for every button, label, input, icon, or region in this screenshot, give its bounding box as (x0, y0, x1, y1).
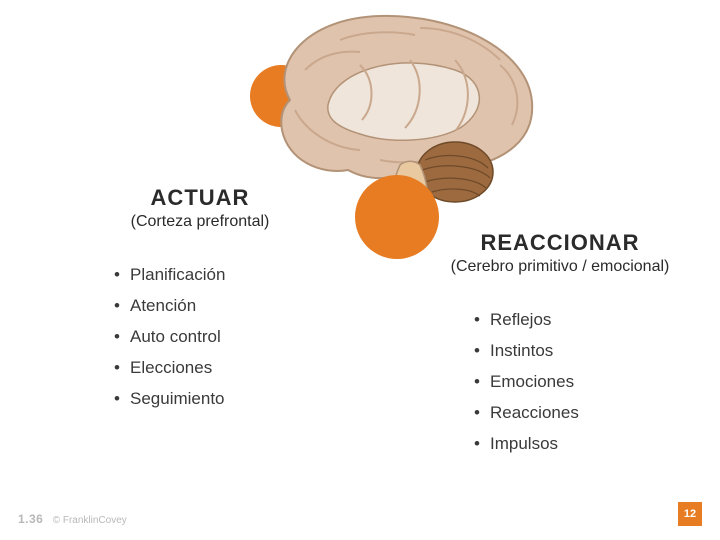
footer-left: 1.36 © FranklinCovey (18, 512, 127, 526)
column-reaccionar: REACCIONAR (Cerebro primitivo / emociona… (430, 230, 690, 459)
actuar-subtitle: (Corteza prefrontal) (70, 213, 330, 231)
list-item: Seguimiento (114, 383, 330, 414)
slide: ACTUAR (Corteza prefrontal) Planificació… (0, 0, 720, 540)
page-number-badge: 12 (678, 502, 702, 526)
list-item: Atención (114, 290, 330, 321)
list-item: Reacciones (474, 397, 690, 428)
reaccionar-title: REACCIONAR (430, 230, 690, 256)
list-item: Emociones (474, 366, 690, 397)
list-item: Reflejos (474, 304, 690, 335)
actuar-bullets: PlanificaciónAtenciónAuto controlEleccio… (70, 259, 330, 414)
marker-dot-primitive (355, 175, 439, 259)
list-item: Impulsos (474, 428, 690, 459)
actuar-title: ACTUAR (70, 185, 330, 211)
column-actuar: ACTUAR (Corteza prefrontal) Planificació… (70, 185, 330, 414)
page-number: 12 (684, 508, 696, 520)
list-item: Instintos (474, 335, 690, 366)
copyright: © FranklinCovey (53, 515, 127, 526)
section-number: 1.36 (18, 512, 43, 526)
list-item: Planificación (114, 259, 330, 290)
reaccionar-bullets: ReflejosInstintosEmocionesReaccionesImpu… (430, 304, 690, 459)
reaccionar-subtitle: (Cerebro primitivo / emocional) (430, 258, 690, 276)
list-item: Elecciones (114, 352, 330, 383)
list-item: Auto control (114, 321, 330, 352)
